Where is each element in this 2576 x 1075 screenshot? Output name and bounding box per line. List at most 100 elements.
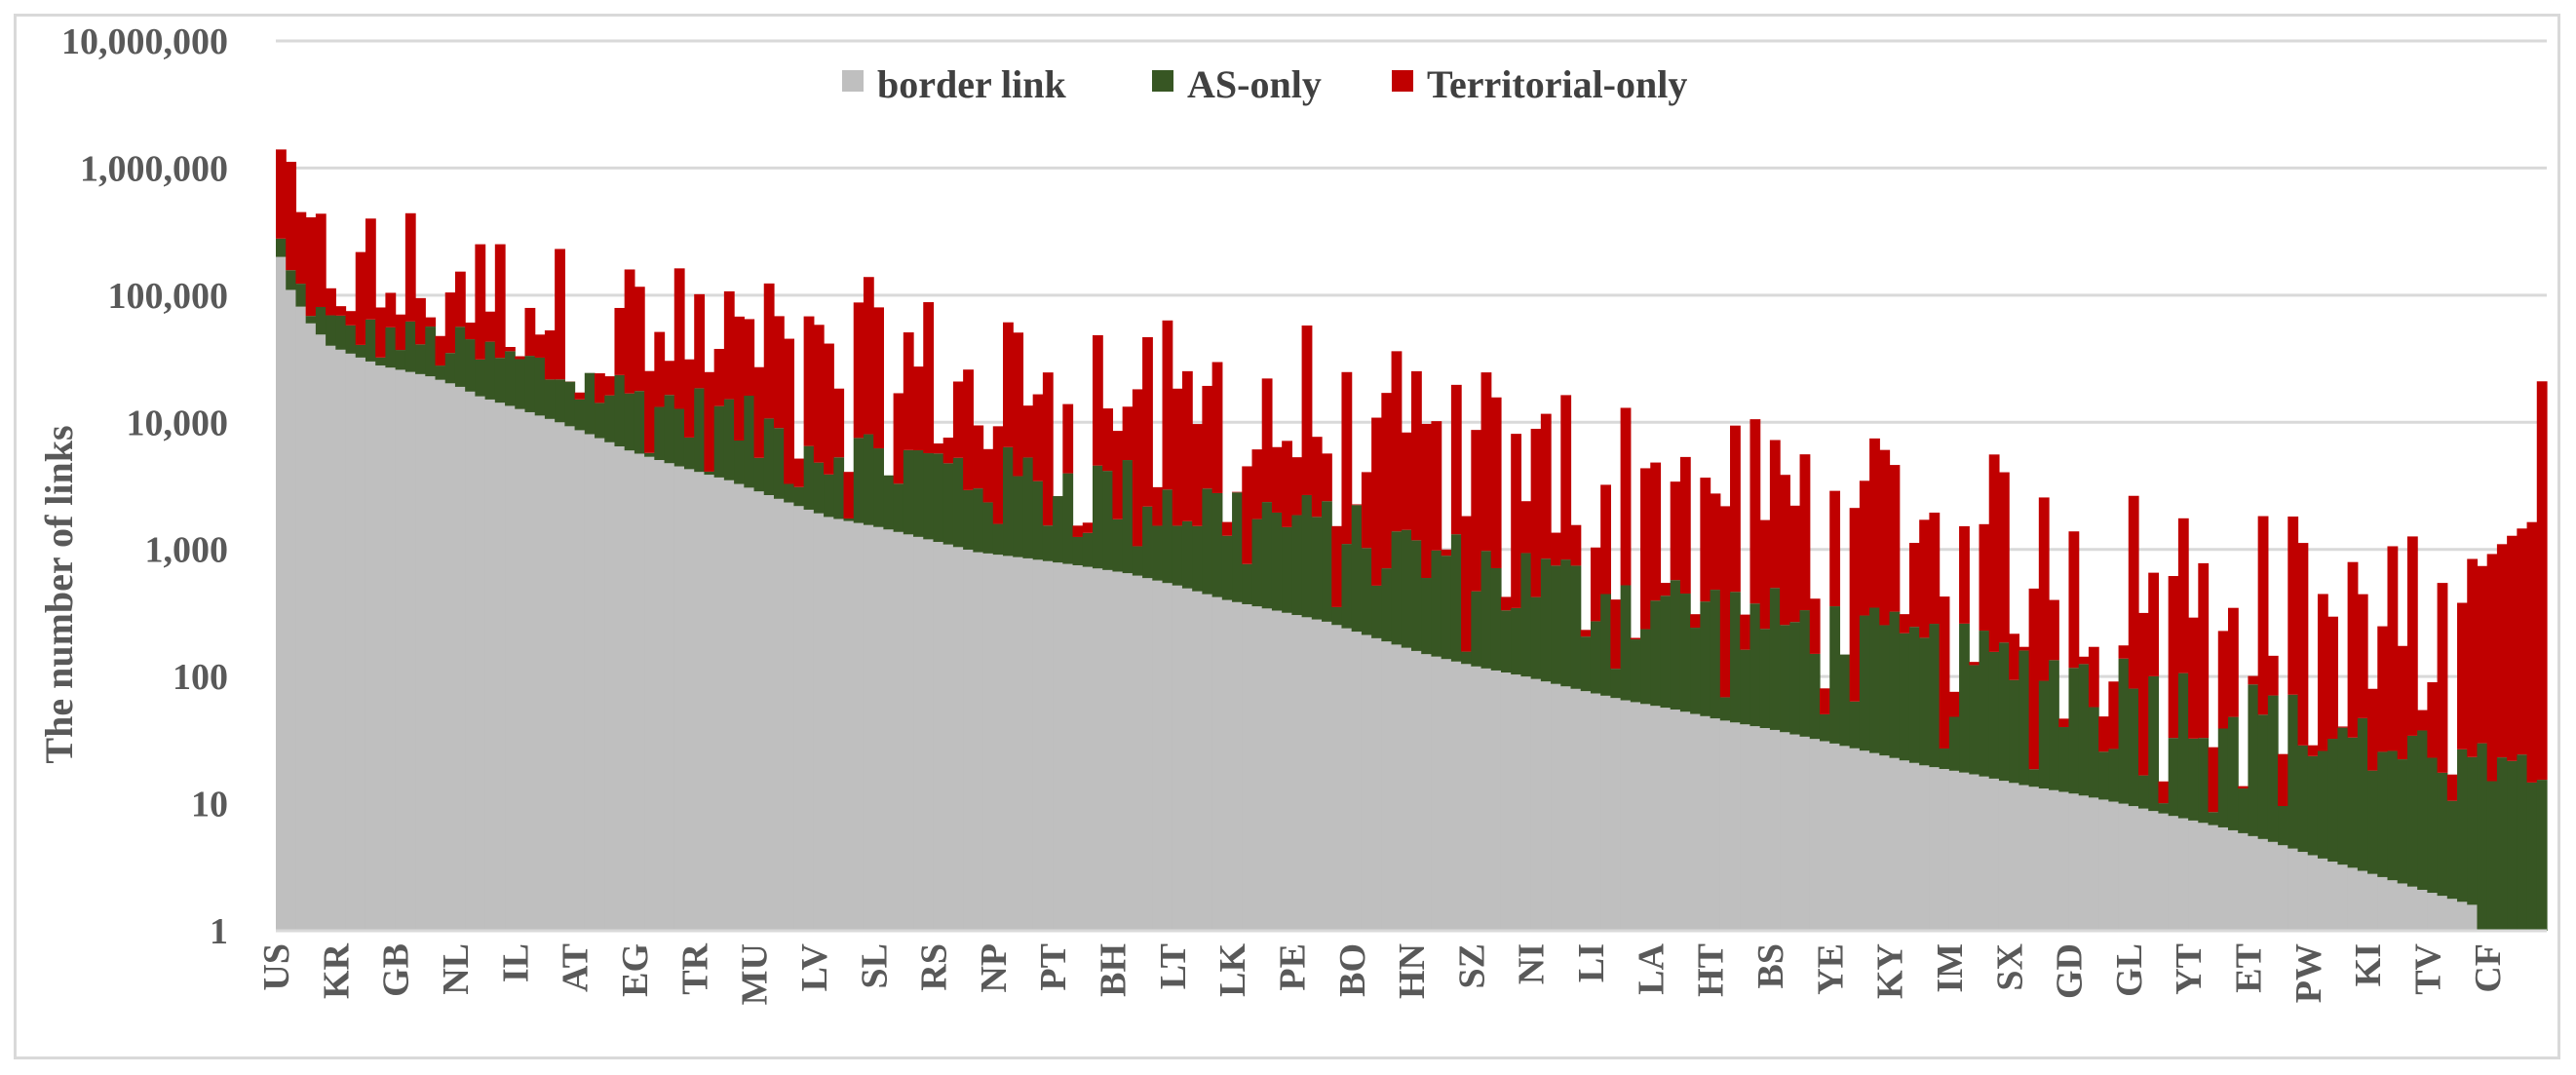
- bar-as-only: [2009, 679, 2019, 784]
- bar-territorial-only: [1829, 490, 1841, 607]
- bar-border-link: [574, 430, 586, 931]
- bar-territorial-only: [2486, 554, 2498, 782]
- bar-territorial-only: [1908, 543, 1920, 628]
- bar-territorial-only: [1211, 362, 1223, 493]
- bar-as-only: [644, 452, 655, 457]
- bar-border-link: [773, 498, 785, 931]
- bar-as-only: [404, 321, 416, 372]
- bar-territorial-only: [2437, 583, 2448, 773]
- bar-territorial-only: [664, 361, 675, 396]
- bar-territorial-only: [1679, 456, 1691, 595]
- bar-territorial-only: [355, 251, 366, 345]
- y-tick-label: 100: [173, 657, 228, 698]
- bar-border-link: [454, 386, 466, 931]
- bar-as-only: [1520, 553, 1532, 677]
- bar-border-link: [1122, 573, 1134, 931]
- bar-territorial-only: [1322, 453, 1332, 502]
- bar-border-link: [2217, 826, 2229, 931]
- bar-territorial-only: [2327, 616, 2338, 740]
- bar-as-only: [1271, 512, 1283, 611]
- bar-border-link: [1381, 641, 1393, 931]
- bar-as-only: [1003, 446, 1014, 557]
- bar-as-only: [1759, 629, 1771, 729]
- bar-as-only: [634, 391, 645, 454]
- x-tick-label: NI: [1512, 943, 1553, 984]
- bar-border-link: [2038, 788, 2050, 931]
- bar-border-link: [444, 383, 456, 931]
- bar-territorial-only: [2477, 565, 2488, 744]
- bar-territorial-only: [1749, 419, 1761, 604]
- bar-as-only: [753, 457, 765, 492]
- bar-territorial-only: [1670, 481, 1681, 581]
- bar-territorial-only: [1152, 486, 1164, 526]
- bar-territorial-only: [335, 306, 347, 316]
- bar-territorial-only: [375, 307, 387, 358]
- bar-territorial-only: [773, 316, 785, 429]
- bar-territorial-only: [1042, 372, 1054, 526]
- bar-border-link: [853, 522, 865, 931]
- bar-border-link: [1929, 767, 1941, 931]
- y-tick-labels: 1 10 100 1,000 10,000 100,000 1,000,000 10,000,…: [61, 21, 228, 952]
- bar-border-link: [2397, 883, 2408, 931]
- bar-as-only: [505, 351, 516, 406]
- bar-border-link: [2248, 835, 2259, 931]
- bar-as-only: [524, 356, 536, 412]
- bar-territorial-only: [2148, 572, 2160, 676]
- bar-territorial-only: [1192, 424, 1203, 526]
- bar-as-only: [853, 438, 865, 523]
- bar-border-link: [295, 306, 307, 931]
- bar-territorial-only: [1979, 523, 1990, 632]
- bar-border-link: [415, 373, 426, 931]
- bar-border-link: [1939, 768, 1950, 931]
- x-tick-label: SZ: [1451, 943, 1492, 988]
- bar-border-link: [286, 289, 297, 932]
- bar-territorial-only: [1242, 466, 1253, 564]
- bar-territorial-only: [1988, 454, 2000, 652]
- bar-territorial-only: [2118, 645, 2130, 659]
- bar-as-only: [2437, 772, 2448, 897]
- x-tick-label: YE: [1810, 943, 1851, 995]
- bar-as-only: [1551, 565, 1561, 684]
- bar-border-link: [903, 534, 914, 931]
- bar-territorial-only: [1809, 598, 1821, 654]
- bar-territorial-only: [494, 244, 506, 359]
- bar-as-only: [2128, 688, 2139, 807]
- bar-border-link: [2108, 801, 2120, 931]
- bar-border-link: [1710, 718, 1721, 931]
- bar-border-link: [2337, 864, 2349, 931]
- bar-border-link: [973, 552, 984, 931]
- x-tick-label: KY: [1870, 943, 1911, 999]
- bar-territorial-only: [992, 426, 1004, 524]
- bar-border-link: [1789, 734, 1801, 931]
- bar-as-only: [1710, 590, 1721, 719]
- bar-territorial-only: [644, 370, 655, 453]
- bar-territorial-only: [286, 162, 297, 271]
- bar-border-link: [1162, 583, 1173, 931]
- bar-territorial-only: [673, 268, 685, 409]
- y-tick-label: 10,000: [127, 403, 229, 443]
- bar-as-only: [1072, 536, 1084, 566]
- bar-territorial-only: [2278, 753, 2288, 807]
- bar-border-link: [803, 509, 815, 931]
- bar-border-link: [1172, 585, 1183, 931]
- bar-as-only: [1660, 595, 1672, 709]
- y-tick-label: 10: [191, 785, 228, 825]
- bar-as-only: [614, 374, 626, 447]
- bar-territorial-only: [1719, 506, 1731, 698]
- bar-border-link: [1411, 650, 1422, 931]
- bar-territorial-only: [2058, 718, 2070, 728]
- bar-territorial-only: [1600, 484, 1611, 595]
- bar-as-only: [1341, 544, 1353, 629]
- y-tick-label: 1: [210, 911, 228, 952]
- bar-as-only: [276, 238, 287, 257]
- bar-border-link: [2417, 889, 2428, 931]
- bar-as-only: [2357, 717, 2368, 871]
- bar-territorial-only: [1570, 524, 1582, 566]
- bar-as-only: [2526, 782, 2538, 931]
- bar-territorial-only: [2517, 528, 2528, 755]
- bar-territorial-only: [2377, 626, 2389, 752]
- bar-territorial-only: [1969, 662, 1980, 666]
- bar-territorial-only: [1102, 408, 1114, 472]
- bar-territorial-only: [1939, 596, 1950, 749]
- bar-territorial-only: [873, 307, 884, 449]
